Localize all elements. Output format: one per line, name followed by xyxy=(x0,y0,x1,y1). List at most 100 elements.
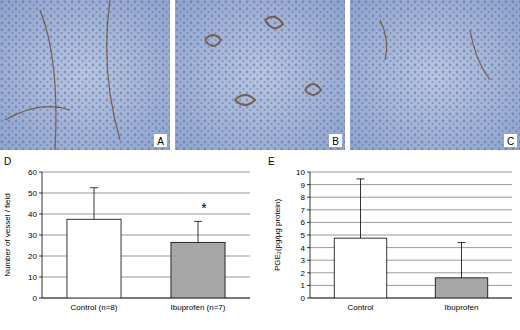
chart: 0 1 2 3 4 5 6 7 8 9 10 Control Ibuprofen PGE₂(pg/µg p… xyxy=(268,156,512,312)
grid-line xyxy=(42,172,250,173)
error-stem xyxy=(360,179,361,238)
cell-texture xyxy=(0,0,170,150)
grid-line xyxy=(310,197,512,198)
error-bar xyxy=(90,188,98,220)
bar xyxy=(67,219,121,298)
tick xyxy=(307,197,310,198)
vessel xyxy=(5,107,70,120)
tick xyxy=(39,277,42,278)
vessel xyxy=(107,0,120,140)
tick-label: 1 xyxy=(301,281,306,290)
tick xyxy=(307,235,310,236)
tissue xyxy=(175,0,345,150)
y-axis xyxy=(42,172,43,298)
category-label: Control (n=8) xyxy=(71,303,118,312)
chart: 0 10 20 30 40 50 60 Control (n=8) Ibuprofen (n=7… xyxy=(3,156,250,312)
error-stem xyxy=(461,243,462,278)
vessel xyxy=(380,20,387,60)
category-label: Ibuprofen (n=7) xyxy=(171,303,226,312)
tick-label: 30 xyxy=(28,231,37,240)
tick-label: 60 xyxy=(28,168,37,177)
grid-line xyxy=(310,172,512,173)
error-bar xyxy=(194,221,202,242)
error-cap xyxy=(90,187,98,188)
category-label: Control xyxy=(348,303,374,312)
panel-label: C xyxy=(507,136,514,147)
grid-line xyxy=(42,193,250,194)
tick-label: 5 xyxy=(301,231,306,240)
error-stem xyxy=(94,188,95,220)
tick-label: 0 xyxy=(33,294,38,303)
vessel xyxy=(235,95,255,105)
tick xyxy=(39,214,42,215)
label-box xyxy=(504,134,517,147)
bar xyxy=(171,242,225,298)
grid-line xyxy=(310,222,512,223)
tick-label: 3 xyxy=(301,256,306,265)
tick-label: 40 xyxy=(28,210,37,219)
micrograph: C xyxy=(350,0,520,150)
vessel xyxy=(470,30,490,80)
marks xyxy=(67,188,225,298)
tick-label: 10 xyxy=(28,273,37,282)
label-box xyxy=(154,134,167,147)
marks xyxy=(334,179,488,298)
vessel xyxy=(305,84,321,95)
panel-label: D xyxy=(4,156,11,167)
tick xyxy=(307,222,310,223)
tick xyxy=(307,298,310,299)
grid-line xyxy=(310,184,512,185)
vessel xyxy=(205,35,221,46)
micrograph: A xyxy=(0,0,170,150)
error-bar xyxy=(357,179,365,238)
tick xyxy=(307,285,310,286)
grid-line xyxy=(310,235,512,236)
tick-label: 6 xyxy=(301,218,306,227)
tick-label: 7 xyxy=(301,206,306,215)
grid-line xyxy=(42,214,250,215)
panel-label: E xyxy=(268,156,275,167)
figure: ABC0102030405060Control (n=8)Ibuprofen (… xyxy=(0,0,520,330)
bar xyxy=(334,238,387,298)
tick xyxy=(307,272,310,273)
error-cap xyxy=(458,242,466,243)
tick xyxy=(39,256,42,257)
cell-texture xyxy=(350,0,520,150)
bar xyxy=(435,278,488,298)
vessel xyxy=(40,10,56,150)
cell-texture xyxy=(175,0,345,150)
tick-label: 20 xyxy=(28,252,37,261)
error-stem xyxy=(198,221,199,242)
tissue xyxy=(350,0,520,150)
tick-label: 9 xyxy=(301,181,306,190)
panel-label: B xyxy=(332,136,339,147)
tick-label: 4 xyxy=(301,244,306,253)
tick-label: 8 xyxy=(301,193,306,202)
error-cap xyxy=(194,221,202,222)
micrograph: B xyxy=(175,0,345,150)
category-label: Ibuprofen xyxy=(445,303,479,312)
tissue xyxy=(0,0,170,150)
panel-label: A xyxy=(157,136,164,147)
tick-label: 10 xyxy=(296,168,305,177)
tick xyxy=(39,193,42,194)
tick-label: 0 xyxy=(301,294,306,303)
tick xyxy=(307,172,310,173)
tick-label: 50 xyxy=(28,189,37,198)
tick xyxy=(307,247,310,248)
tick xyxy=(39,235,42,236)
axis-title: PGE₂(pg/µg protein) xyxy=(273,199,282,272)
vessel xyxy=(265,17,283,28)
axis-title: Number of vessel / field xyxy=(3,193,12,277)
tick xyxy=(307,184,310,185)
tick xyxy=(307,209,310,210)
grid-line xyxy=(310,209,512,210)
tick xyxy=(39,172,42,173)
y-axis xyxy=(310,172,311,298)
error-bar xyxy=(458,243,466,278)
annotation: * xyxy=(201,200,207,216)
label-box xyxy=(329,134,342,147)
error-cap xyxy=(357,178,365,179)
tick xyxy=(307,260,310,261)
tick-label: 2 xyxy=(301,269,306,278)
